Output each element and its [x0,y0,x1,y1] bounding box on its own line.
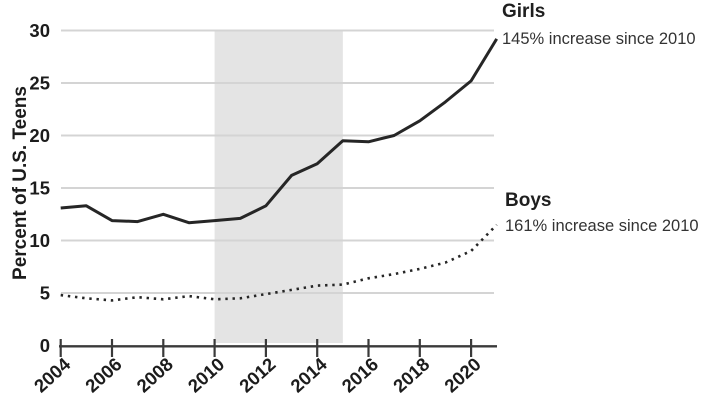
girls-series-label: Girls [502,1,546,22]
boys-series-label: Boys [505,190,552,211]
x-tick-label: 2012 [235,353,280,396]
x-tick-label: 2006 [81,353,126,396]
x-tick-label: 2004 [30,353,75,397]
x-tick-label: 2008 [132,353,177,396]
y-tick-label: 20 [29,125,50,146]
y-tick-label: 15 [29,178,50,199]
x-tick-label: 2016 [338,353,383,396]
boys-line [60,223,498,302]
x-tick-label: 2020 [440,353,485,396]
y-tick-label: 25 [29,73,50,94]
x-tick-label: 2018 [389,353,434,396]
x-tick-label: 2014 [286,353,331,397]
y-tick-label: 5 [40,283,50,304]
y-tick-label: 10 [29,230,50,251]
girls-annotation: 145% increase since 2010 [502,30,696,48]
shaded-region [214,29,343,343]
y-tick-label: 0 [40,335,50,356]
x-tick-label: 2010 [184,353,229,396]
girls-line [60,38,498,225]
y-tick-label: 30 [29,20,50,41]
boys-annotation: 161% increase since 2010 [505,217,699,235]
